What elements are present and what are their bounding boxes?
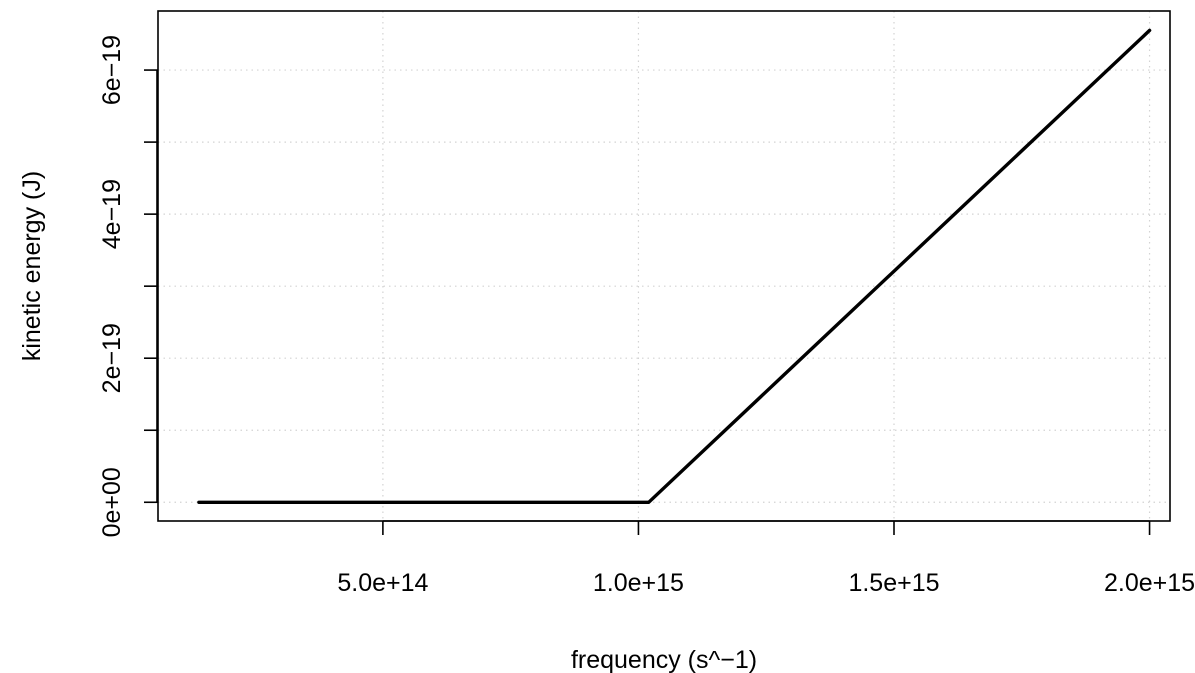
x-axis-title: frequency (s^−1): [571, 646, 757, 673]
plot-frame: [157, 10, 1171, 522]
y-axis: 0e+00 2e−19 4e−19 6e−19: [98, 35, 158, 537]
y-tick-label: 0e+00: [98, 467, 126, 537]
y-tick-label: 6e−19: [98, 35, 126, 105]
grid: [158, 11, 1170, 521]
y-axis-title: kinetic energy (J): [18, 171, 46, 361]
y-tick-label: 4e−19: [98, 179, 126, 249]
series-line: [197, 28, 1152, 504]
y-tick-label: 2e−19: [98, 323, 126, 393]
x-tick-label: 2.0e+15: [1104, 569, 1195, 597]
x-tick-label: 5.0e+14: [337, 569, 428, 597]
x-tick-label: 1.0e+15: [593, 569, 684, 597]
series-layer: [197, 28, 1152, 504]
x-tick-label: 1.5e+15: [848, 569, 939, 597]
x-axis: 5.0e+14 1.0e+15 1.5e+15 2.0e+15: [337, 520, 1195, 597]
